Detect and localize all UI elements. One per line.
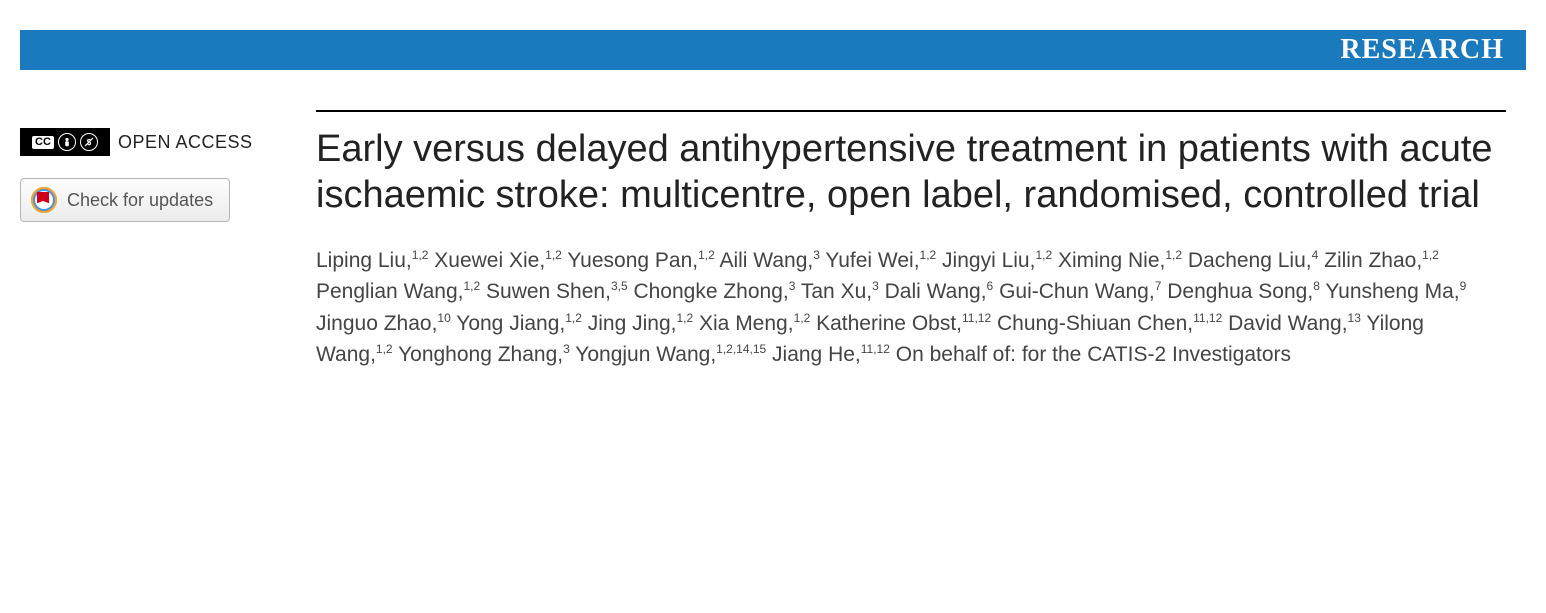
section-banner: RESEARCH	[20, 30, 1526, 70]
open-access-row: CC $ OPEN ACCESS	[20, 128, 288, 156]
check-updates-label: Check for updates	[67, 190, 213, 211]
content-area: CC $ OPEN ACCESS Check for updates Early…	[0, 70, 1546, 371]
nc-icon: $	[80, 133, 98, 151]
check-updates-button[interactable]: Check for updates	[20, 178, 230, 222]
cc-text-icon: CC	[32, 136, 54, 149]
by-icon	[58, 133, 76, 151]
cc-license-icon: CC $	[20, 128, 110, 156]
article-main: Early versus delayed antihypertensive tr…	[316, 110, 1506, 371]
article-title: Early versus delayed antihypertensive tr…	[316, 126, 1506, 219]
sidebar: CC $ OPEN ACCESS Check for updates	[20, 110, 288, 371]
author-list: Liping Liu,1,2 Xuewei Xie,1,2 Yuesong Pa…	[316, 245, 1506, 371]
crossmark-icon	[31, 187, 57, 213]
open-access-label: OPEN ACCESS	[118, 132, 253, 153]
banner-label: RESEARCH	[1340, 34, 1504, 66]
